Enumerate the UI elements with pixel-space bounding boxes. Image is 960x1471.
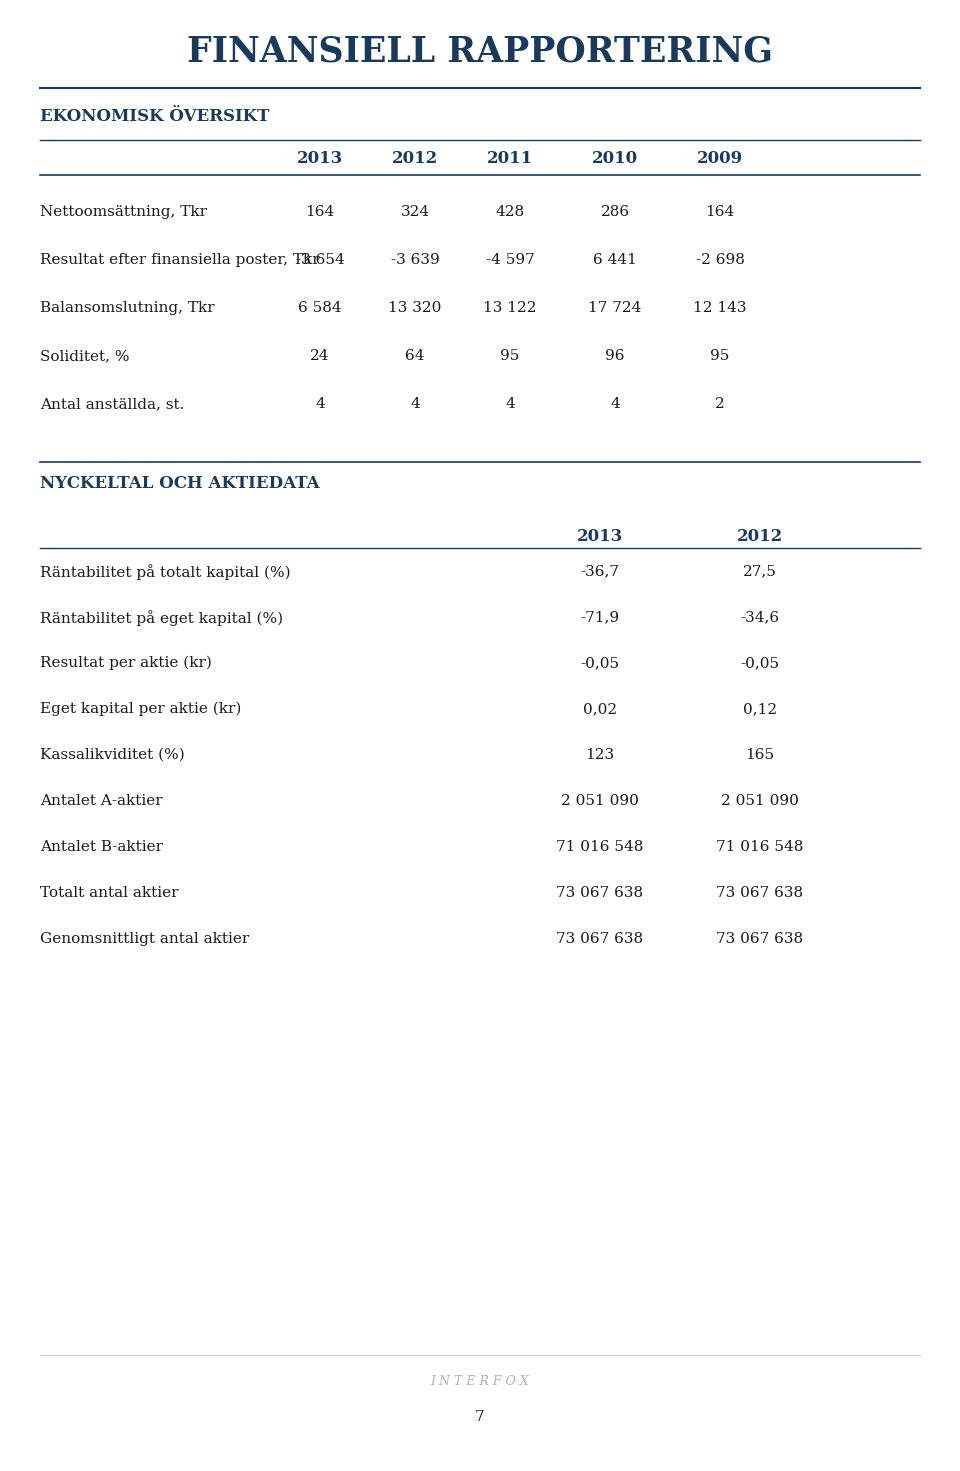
Text: -3 654: -3 654: [296, 253, 345, 268]
Text: -4 597: -4 597: [486, 253, 535, 268]
Text: 4: 4: [611, 397, 620, 410]
Text: 73 067 638: 73 067 638: [716, 886, 804, 900]
Text: -0,05: -0,05: [740, 656, 780, 669]
Text: -36,7: -36,7: [581, 563, 619, 578]
Text: 73 067 638: 73 067 638: [557, 933, 643, 946]
Text: 95: 95: [500, 349, 519, 363]
Text: Räntabilitet på totalt kapital (%): Räntabilitet på totalt kapital (%): [40, 563, 291, 580]
Text: 73 067 638: 73 067 638: [716, 933, 804, 946]
Text: 2010: 2010: [592, 150, 638, 168]
Text: 2013: 2013: [577, 528, 623, 544]
Text: 286: 286: [600, 204, 630, 219]
Text: Nettoomsättning, Tkr: Nettoomsättning, Tkr: [40, 204, 207, 219]
Text: 123: 123: [586, 747, 614, 762]
Text: 2 051 090: 2 051 090: [721, 794, 799, 808]
Text: 4: 4: [315, 397, 324, 410]
Text: Soliditet, %: Soliditet, %: [40, 349, 130, 363]
Text: EKONOMISK ÖVERSIKT: EKONOMISK ÖVERSIKT: [40, 107, 270, 125]
Text: 6 584: 6 584: [299, 302, 342, 315]
Text: FINANSIELL RAPPORTERING: FINANSIELL RAPPORTERING: [187, 35, 773, 69]
Text: Antalet A-aktier: Antalet A-aktier: [40, 794, 162, 808]
Text: Totalt antal aktier: Totalt antal aktier: [40, 886, 179, 900]
Text: 27,5: 27,5: [743, 563, 777, 578]
Text: 71 016 548: 71 016 548: [716, 840, 804, 855]
Text: Resultat per aktie (kr): Resultat per aktie (kr): [40, 656, 212, 671]
Text: Antal anställda, st.: Antal anställda, st.: [40, 397, 184, 410]
Text: 2012: 2012: [737, 528, 783, 544]
Text: 73 067 638: 73 067 638: [557, 886, 643, 900]
Text: 12 143: 12 143: [693, 302, 747, 315]
Text: I N T E R F O X: I N T E R F O X: [431, 1375, 529, 1389]
Text: -71,9: -71,9: [581, 610, 619, 624]
Text: 17 724: 17 724: [588, 302, 641, 315]
Text: 2011: 2011: [487, 150, 533, 168]
Text: Räntabilitet på eget kapital (%): Räntabilitet på eget kapital (%): [40, 610, 283, 625]
Text: -3 639: -3 639: [391, 253, 440, 268]
Text: 4: 4: [410, 397, 420, 410]
Text: 165: 165: [745, 747, 775, 762]
Text: NYCKELTAL OCH AKTIEDATA: NYCKELTAL OCH AKTIEDATA: [40, 475, 320, 491]
Text: Antalet B-aktier: Antalet B-aktier: [40, 840, 163, 855]
Text: 2: 2: [715, 397, 725, 410]
Text: 2012: 2012: [392, 150, 438, 168]
Text: Genomsnittligt antal aktier: Genomsnittligt antal aktier: [40, 933, 250, 946]
Text: 164: 164: [305, 204, 335, 219]
Text: 2013: 2013: [297, 150, 343, 168]
Text: 13 122: 13 122: [483, 302, 537, 315]
Text: 13 320: 13 320: [388, 302, 442, 315]
Text: 2 051 090: 2 051 090: [561, 794, 639, 808]
Text: Eget kapital per aktie (kr): Eget kapital per aktie (kr): [40, 702, 241, 716]
Text: 95: 95: [710, 349, 730, 363]
Text: 24: 24: [310, 349, 329, 363]
Text: 4: 4: [505, 397, 515, 410]
Text: 2009: 2009: [697, 150, 743, 168]
Text: 96: 96: [605, 349, 625, 363]
Text: 71 016 548: 71 016 548: [556, 840, 644, 855]
Text: 0,12: 0,12: [743, 702, 777, 716]
Text: 0,02: 0,02: [583, 702, 617, 716]
Text: -2 698: -2 698: [696, 253, 744, 268]
Text: Kassalikviditet (%): Kassalikviditet (%): [40, 747, 184, 762]
Text: Resultat efter finansiella poster, Tkr: Resultat efter finansiella poster, Tkr: [40, 253, 320, 268]
Text: 428: 428: [495, 204, 524, 219]
Text: 7: 7: [475, 1411, 485, 1424]
Text: Balansomslutning, Tkr: Balansomslutning, Tkr: [40, 302, 215, 315]
Text: 164: 164: [706, 204, 734, 219]
Text: 6 441: 6 441: [593, 253, 636, 268]
Text: 324: 324: [400, 204, 429, 219]
Text: -0,05: -0,05: [581, 656, 619, 669]
Text: -34,6: -34,6: [740, 610, 780, 624]
Text: 64: 64: [405, 349, 424, 363]
